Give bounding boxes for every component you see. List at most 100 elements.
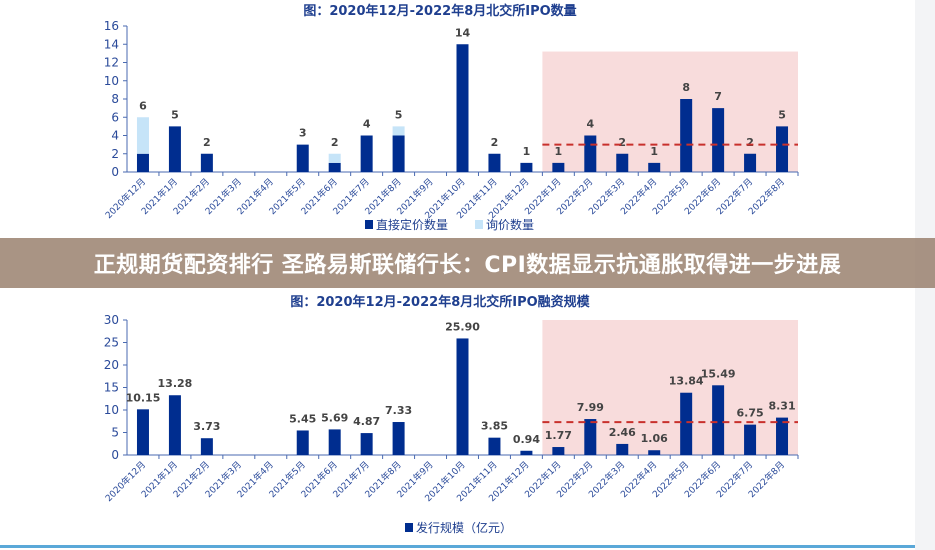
bar-primary — [552, 162, 565, 172]
legend-swatch — [405, 523, 413, 532]
y-tick-label: 4 — [111, 129, 119, 143]
legend-swatch — [475, 220, 483, 229]
data-label: 14 — [455, 26, 471, 39]
bar-secondary — [136, 117, 149, 154]
data-label: 5.69 — [321, 411, 348, 424]
bar-primary — [392, 135, 405, 172]
bar-primary — [520, 450, 533, 455]
data-label: 4 — [363, 118, 371, 131]
bar-primary — [648, 162, 661, 172]
bar-primary — [296, 430, 309, 455]
data-label: 5 — [395, 108, 403, 121]
x-tick-label: 2020年12月 — [103, 176, 149, 222]
headline-text: 正规期货配资排行 圣路易斯联储行长：CPI数据显示抗通胀取得进一步进展 — [93, 253, 842, 278]
y-tick-label: 8 — [111, 92, 119, 106]
y-tick-label: 12 — [104, 56, 119, 70]
data-label: 3.73 — [193, 420, 220, 433]
data-label: 13.28 — [158, 377, 193, 390]
bar-primary — [360, 433, 373, 455]
data-label: 2.46 — [609, 426, 636, 439]
data-label: 2 — [618, 136, 626, 149]
bar-primary — [776, 126, 789, 172]
bar-primary — [616, 153, 629, 172]
divider — [0, 545, 915, 548]
y-tick-label: 10 — [104, 74, 119, 88]
bar-primary — [712, 108, 725, 172]
data-label: 5 — [778, 108, 786, 121]
bar-primary — [136, 409, 149, 455]
bar-primary — [616, 443, 629, 455]
legend-label: 直接定价数量 — [376, 217, 448, 232]
bar-primary — [744, 424, 757, 455]
bar-primary — [168, 126, 181, 172]
legend-label: 询价数量 — [486, 217, 534, 232]
data-label: 0.94 — [513, 433, 540, 446]
data-label: 6 — [139, 99, 147, 112]
data-label: 2 — [491, 136, 499, 149]
bar-primary — [488, 153, 501, 172]
y-tick-label: 16 — [104, 19, 119, 33]
data-label: 25.90 — [445, 320, 480, 333]
data-label: 4.87 — [353, 415, 380, 428]
y-tick-label: 25 — [104, 336, 119, 350]
data-label: 8 — [682, 81, 690, 94]
bar-primary — [200, 153, 213, 172]
y-tick-label: 30 — [104, 313, 119, 327]
bar-primary — [776, 417, 789, 455]
data-label: 10.15 — [126, 391, 161, 404]
chart-title: 图：2020年12月-2022年8月北交所IPO数量 — [303, 3, 576, 19]
data-label: 4 — [586, 118, 594, 131]
data-label: 2 — [746, 136, 754, 149]
data-label: 3 — [299, 127, 307, 140]
y-tick-label: 0 — [111, 165, 119, 179]
y-tick-label: 2 — [111, 147, 119, 161]
bar-primary — [488, 437, 501, 455]
data-label: 7 — [714, 90, 722, 103]
bar-primary — [200, 438, 213, 455]
y-tick-label: 6 — [111, 110, 119, 124]
data-label: 7.33 — [385, 404, 412, 417]
bar-primary — [744, 153, 757, 172]
bar-primary — [680, 392, 693, 455]
data-label: 1.06 — [641, 432, 668, 445]
data-label: 1 — [555, 145, 563, 158]
data-label: 13.84 — [669, 375, 704, 388]
y-tick-label: 15 — [104, 381, 119, 395]
bar-primary — [552, 447, 565, 455]
data-label: 5.45 — [289, 412, 316, 425]
bar-primary — [584, 419, 597, 455]
data-label: 8.31 — [768, 400, 795, 413]
data-label: 5 — [171, 108, 179, 121]
y-tick-label: 20 — [104, 358, 119, 372]
headline-banner[interactable]: 正规期货配资排行 圣路易斯联储行长：CPI数据显示抗通胀取得进一步进展 — [0, 238, 935, 288]
data-label: 3.85 — [481, 420, 508, 433]
bar-primary — [520, 162, 533, 172]
bar-primary — [584, 135, 597, 172]
y-tick-label: 14 — [104, 37, 119, 51]
bar-primary — [712, 385, 725, 455]
bar-primary — [296, 144, 309, 172]
bar-primary — [456, 44, 469, 172]
bar-primary — [168, 395, 181, 455]
bar-secondary — [392, 126, 405, 136]
y-tick-label: 10 — [104, 403, 119, 417]
bar-primary — [648, 450, 661, 455]
data-label: 15.49 — [701, 367, 736, 380]
chart-title: 图：2020年12月-2022年8月北交所IPO融资规模 — [290, 294, 590, 310]
data-label: 2 — [203, 136, 211, 149]
data-label: 2 — [331, 136, 339, 149]
bar-primary — [328, 162, 341, 172]
bar-primary — [680, 99, 693, 172]
bar-primary — [328, 429, 341, 455]
legend-label: 发行规模（亿元） — [416, 520, 512, 535]
bar-primary — [136, 153, 149, 172]
data-label: 7.99 — [577, 401, 604, 414]
bar-secondary — [328, 153, 341, 163]
data-label: 1 — [523, 145, 531, 158]
legend-swatch — [365, 220, 373, 229]
y-tick-label: 0 — [111, 448, 119, 462]
bar-primary — [456, 338, 469, 455]
bar-primary — [360, 135, 373, 172]
x-tick-label: 2020年12月 — [103, 459, 149, 505]
